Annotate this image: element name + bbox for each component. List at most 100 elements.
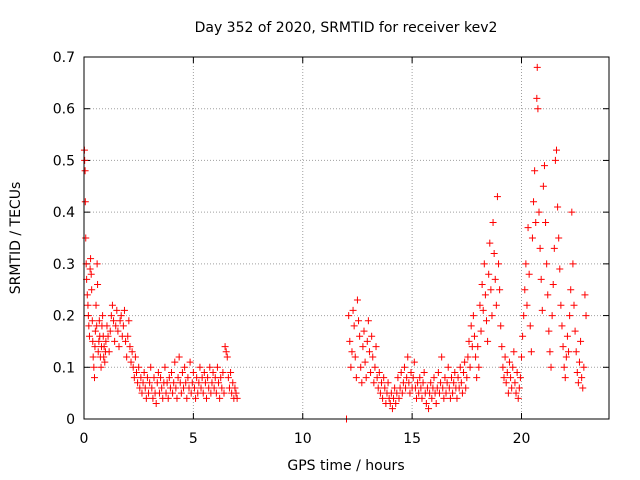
data-point [183,394,191,402]
data-point [430,374,438,382]
data-point [143,374,151,382]
data-point [127,358,135,366]
y-tick-label: 0 [66,412,75,428]
data-point [536,244,544,252]
data-point [432,399,440,407]
data-point [133,368,140,376]
data-point [402,384,410,392]
data-point [91,343,99,351]
data-point [349,306,357,314]
data-point [428,394,436,402]
data-point [485,270,493,278]
data-point [480,260,488,268]
data-point [84,312,92,320]
data-point [196,363,204,371]
data-point [420,368,428,376]
data-point [475,363,483,371]
data-point [483,317,490,325]
data-point [107,312,115,320]
data-point [145,389,153,397]
y-tick-label: 0.6 [53,102,75,118]
data-point [515,384,523,392]
data-point [150,374,158,382]
data-point [348,348,356,356]
data-point [512,389,520,397]
data-point [213,363,221,371]
data-point [465,337,473,345]
grid [84,57,609,419]
data-point [496,286,504,294]
data-point [531,167,539,175]
data-point [174,374,182,382]
data-point [546,348,554,356]
data-point [89,353,97,361]
data-point [82,234,90,242]
data-point [579,384,587,392]
data-point [142,394,150,402]
data-point [100,353,108,361]
data-point [201,379,209,387]
data-point [568,208,576,216]
data-point [130,374,138,382]
data-point [208,379,216,387]
data-point [219,368,227,376]
data-point [573,368,581,376]
data-point [346,337,354,345]
data-point [437,379,445,387]
data-point [395,394,403,402]
data-point [544,291,552,299]
data-point [110,317,118,325]
data-point [92,301,100,309]
data-point [161,363,169,371]
data-point [422,399,430,407]
data-point [557,301,565,309]
data-point [373,374,381,382]
data-point [91,374,98,382]
data-point [115,343,123,351]
data-point [384,379,392,387]
data-point [569,260,577,268]
data-point [171,358,179,366]
data-point [538,306,546,314]
data-point [100,343,108,351]
data-point [456,363,464,371]
data-point [148,384,156,392]
data-point [463,374,471,382]
data-point [125,317,133,325]
data-point [368,332,376,340]
data-point [532,218,540,226]
data-point [189,368,197,376]
data-point [153,379,161,387]
data-point [444,363,452,371]
data-point [175,353,183,361]
ticks: 0 0.1 0.2 0.3 0.4 0.5 0.6 0.7 0 5 10 15 20 [53,50,609,447]
data-point [542,218,550,226]
data-point [567,286,575,294]
x-tick-label: 15 [403,431,421,447]
data-point [345,312,353,320]
data-point [559,343,567,351]
data-point [141,384,149,392]
plot-border [83,56,610,420]
data-point [361,358,369,366]
data-point [553,146,560,154]
data-point [464,353,472,361]
data-point [352,374,360,382]
data-point [525,270,533,278]
data-point [155,389,163,397]
data-point [462,384,470,392]
data-point [369,353,377,361]
data-point [571,327,579,335]
y-tick-label: 0.4 [53,205,75,221]
data-point [186,358,194,366]
data-point [477,327,485,335]
data-point [169,389,177,397]
data-point [570,301,578,309]
data-point [534,105,542,113]
data-point [372,343,380,351]
data-point [457,379,465,387]
data-point [476,301,484,309]
data-point [88,286,96,294]
data-point [554,203,562,211]
data-point [440,394,448,402]
